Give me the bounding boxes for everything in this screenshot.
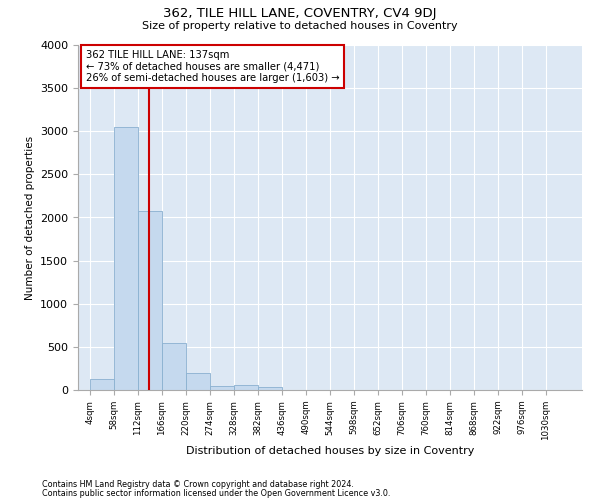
Bar	[90, 379, 114, 390]
Bar	[210, 386, 234, 390]
Text: 362, TILE HILL LANE, COVENTRY, CV4 9DJ: 362, TILE HILL LANE, COVENTRY, CV4 9DJ	[163, 8, 437, 20]
Bar	[114, 127, 138, 390]
Bar	[138, 210, 162, 390]
Text: Contains public sector information licensed under the Open Government Licence v3: Contains public sector information licen…	[42, 488, 391, 498]
Text: Contains HM Land Registry data © Crown copyright and database right 2024.: Contains HM Land Registry data © Crown c…	[42, 480, 354, 489]
Y-axis label: Number of detached properties: Number of detached properties	[25, 136, 35, 300]
Bar	[162, 344, 186, 390]
Text: 362 TILE HILL LANE: 137sqm
← 73% of detached houses are smaller (4,471)
26% of s: 362 TILE HILL LANE: 137sqm ← 73% of deta…	[86, 50, 339, 84]
Bar	[234, 386, 258, 390]
X-axis label: Distribution of detached houses by size in Coventry: Distribution of detached houses by size …	[186, 446, 474, 456]
Text: Size of property relative to detached houses in Coventry: Size of property relative to detached ho…	[142, 21, 458, 31]
Bar	[258, 386, 282, 390]
Bar	[186, 373, 210, 390]
